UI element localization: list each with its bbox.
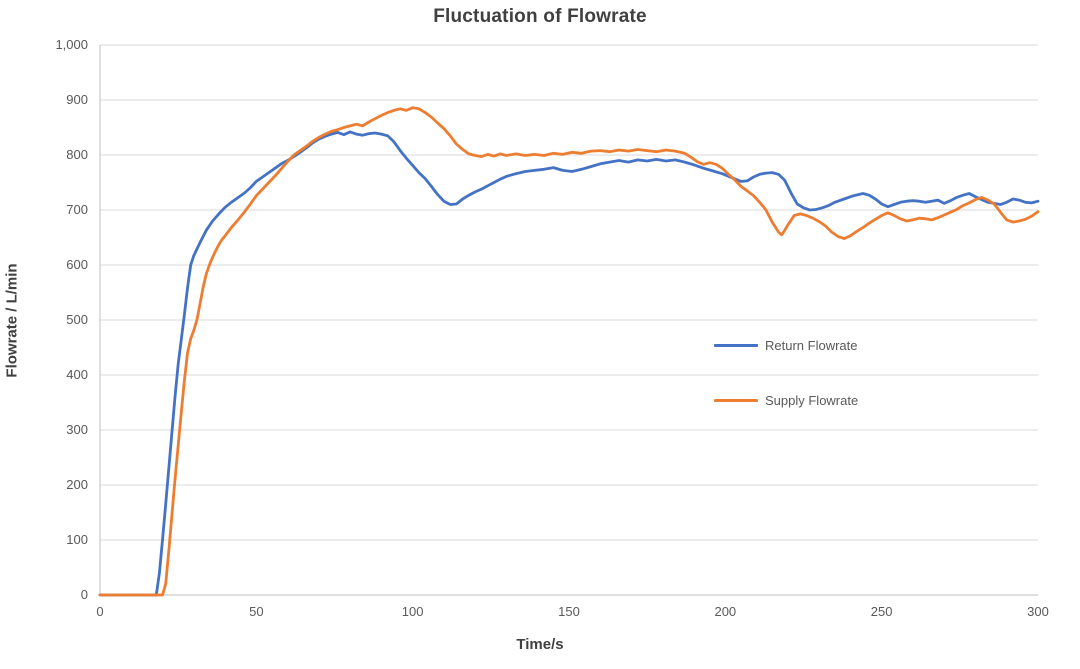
x-tick-label-150: 150 [558,604,580,619]
x-tick-label-300: 300 [1027,604,1049,619]
supply-flowrate-line [98,106,1040,597]
y-tick-label-700: 700 [66,202,88,217]
x-axis-title: Time/s [516,636,564,653]
x-tick-label-50: 50 [249,604,264,619]
y-tick-label-500: 500 [66,312,88,327]
chart-title: Fluctuation of Flowrate [433,6,647,27]
return-flowrate-legend-swatch [714,344,758,347]
x-tick-label-200: 200 [714,604,737,619]
supply-flowrate-legend-label: Supply Flowrate [765,393,859,408]
legend-entry-supply: Supply Flowrate [714,393,858,408]
x-tick-label-250: 250 [870,604,893,619]
return-flowrate-legend-label: Return Flowrate [765,338,858,353]
y-tick-label-200: 200 [66,477,88,492]
y-tick-label-600: 600 [66,257,88,272]
return-flowrate-line [98,130,1040,597]
y-tick-label-100: 100 [66,532,88,547]
y-tick-label-400: 400 [66,367,88,382]
supply-flowrate-legend-swatch [714,399,758,402]
y-tick-label-800: 800 [66,147,88,162]
x-tick-label-0: 0 [96,604,104,619]
y-tick-label-900: 900 [66,92,88,107]
y-tick-label-300: 300 [66,422,88,437]
x-tick-label-100: 100 [401,604,424,619]
legend-entry-return: Return Flowrate [714,338,857,353]
y-tick-label-1,000: 1,000 [55,37,88,52]
y-tick-label-0: 0 [80,587,88,602]
